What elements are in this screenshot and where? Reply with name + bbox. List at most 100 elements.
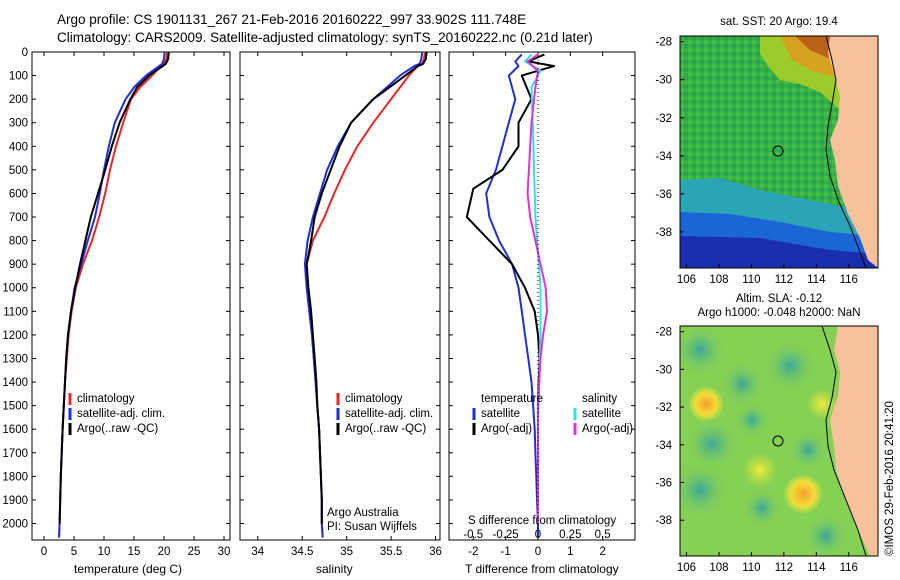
- x-tick-label: 20: [158, 546, 171, 558]
- x-tick-label: 0: [41, 546, 47, 558]
- lat-tick-label: -28: [655, 37, 672, 49]
- diff-legend: temperature salinity satellite Argo(-adj…: [468, 393, 633, 527]
- sla-map-frame: [679, 325, 879, 557]
- climatology-subtitle: Climatology: CARS2009. Satellite-adjuste…: [57, 30, 593, 45]
- legend-label-s-argo: Argo(-adj): [582, 423, 633, 435]
- sla-high: [742, 452, 778, 488]
- sla-warm-eddy: [688, 386, 724, 422]
- sla-map-axis-labels: -28 -30 -32 -34 -36 -38 106 108 110 112 114 116: [655, 327, 858, 574]
- x-tick-label: 35.5: [380, 546, 402, 558]
- depth-tick-label: 400: [9, 141, 28, 153]
- sla-eddy: [764, 340, 816, 392]
- credit-pi: PI: Susan Wijffels: [327, 521, 417, 533]
- depth-tick-labels: 0 100 200 300 400 500 600 700 800 900 1000 1100 1200…: [2, 47, 635, 530]
- lat-tick-label: -38: [655, 515, 672, 527]
- credit-program: Argo Australia: [327, 507, 399, 519]
- diff-x-axis: -2 -1 0 1 2-0.5 -0.25 0 0.25 0.5: [463, 52, 611, 558]
- sla-high: [806, 388, 838, 420]
- depth-tick-label: 1500: [2, 401, 28, 413]
- x-tick-label: 25: [188, 546, 201, 558]
- sla-eddy: [788, 430, 828, 470]
- depth-tick-label: 200: [9, 94, 28, 106]
- sla-eddy: [680, 462, 728, 518]
- x-tick-label: 35: [340, 546, 353, 558]
- legend-label-climatology: climatology: [77, 393, 135, 405]
- temp-panel-frame: [31, 51, 231, 541]
- s-diff-axis-label: S difference from climatology: [468, 515, 616, 527]
- depth-tick-label: 1000: [2, 283, 28, 295]
- imos-timestamp: ©IMOS 29-Feb-2016 20:41:20: [884, 401, 896, 556]
- x-tick-label: 2: [599, 546, 605, 558]
- lon-tick-label: 112: [775, 562, 793, 574]
- x-tick-label: 15: [128, 546, 141, 558]
- sal-x-axis: 34 34.5 35 35.5 36: [251, 52, 442, 558]
- depth-tick-label: 1400: [2, 377, 28, 389]
- legend-label-s-satellite: satellite: [582, 408, 621, 420]
- depth-tick-label: 300: [9, 118, 28, 130]
- sst-coldest-zone: [680, 236, 878, 268]
- lon-tick-label: 110: [742, 562, 760, 574]
- sal-legend: climatology satellite-adj. clim. Argo(..…: [327, 393, 433, 533]
- diff-profile-lines: [465, 53, 556, 538]
- x-tick-label: -2: [468, 546, 478, 558]
- lon-tick-label: 112: [775, 274, 793, 286]
- lat-tick-label: -30: [655, 75, 672, 87]
- lat-tick-label: -36: [655, 477, 672, 489]
- lat-tick-label: -32: [655, 402, 672, 414]
- legend-head-salinity: salinity: [582, 393, 617, 405]
- s-diff-tick-label: -0.25: [492, 529, 518, 541]
- sst-map-title: sat. SST: 20 Argo: 19.4: [720, 16, 838, 28]
- lat-tick-label: -38: [655, 227, 672, 239]
- lon-tick-label: 116: [840, 274, 858, 286]
- land-australia: [828, 36, 878, 268]
- coastline: [825, 36, 867, 268]
- depth-tick-label: 700: [9, 212, 28, 224]
- x-tick-label: 1: [567, 546, 573, 558]
- temp-profile-lines: [58, 51, 170, 538]
- lon-tick-label: 114: [807, 274, 826, 286]
- lat-tick-label: -34: [655, 151, 672, 163]
- diff-series-satellite: [485, 53, 539, 538]
- lat-tick-label: -32: [655, 113, 672, 125]
- diff-panel-frame: [448, 51, 636, 541]
- lon-tick-label: 106: [677, 562, 696, 574]
- lat-tick-label: -34: [655, 440, 672, 452]
- x-tick-label: 10: [98, 546, 111, 558]
- x-tick-label: 5: [71, 546, 77, 558]
- sla-map-title: Altim. SLA: -0.12: [736, 293, 822, 305]
- depth-tick-label: 1800: [2, 471, 28, 483]
- sla-map: Altim. SLA: -0.12 Argo h1000: -0.048 h20…: [655, 293, 879, 574]
- sal-series-argo-raw-qc: [305, 51, 428, 524]
- sla-map-subtitle: Argo h1000: -0.048 h2000: NaN: [697, 307, 860, 319]
- depth-tick-label: 1100: [3, 306, 28, 318]
- temp-axis-label: temperature (deg C): [74, 562, 183, 576]
- sal-panel-frame: [239, 51, 441, 541]
- sla-eddy: [742, 488, 782, 528]
- lon-tick-label: 108: [709, 562, 728, 574]
- s-diff-tick-label: 0.25: [559, 529, 581, 541]
- x-tick-label: 30: [218, 546, 231, 558]
- legend-label-t-satellite: satellite: [481, 408, 520, 420]
- x-tick-label: -1: [500, 546, 510, 558]
- depth-tick-label: 1900: [2, 495, 28, 507]
- coastline: [821, 326, 867, 556]
- sla-eddy: [734, 402, 770, 438]
- t-diff-axis-label: T difference from climatology: [465, 562, 619, 576]
- s-diff-tick-label: -0.5: [463, 529, 483, 541]
- depth-tick-label: 600: [9, 188, 28, 200]
- depth-tick-label: 1300: [2, 353, 28, 365]
- land-australia: [830, 326, 878, 556]
- legend-head-temperature: temperature: [481, 393, 543, 405]
- s-diff-tick-label: 0.5: [595, 529, 611, 541]
- lat-tick-label: -36: [655, 189, 672, 201]
- x-tick-label: 0: [535, 546, 541, 558]
- sal-profile-lines: [303, 51, 428, 538]
- legend-label-t-argo: Argo(-adj): [481, 423, 532, 435]
- lon-tick-label: 108: [709, 274, 728, 286]
- sla-eddy: [680, 326, 726, 376]
- argo-position-marker: [772, 145, 784, 157]
- temp-x-axis: 0 5 10 15 20 25 30: [41, 52, 231, 558]
- sla-eddy: [804, 514, 848, 556]
- depth-tick-label: 1700: [2, 448, 28, 460]
- legend-label-satellite: satellite-adj. clim.: [77, 408, 165, 420]
